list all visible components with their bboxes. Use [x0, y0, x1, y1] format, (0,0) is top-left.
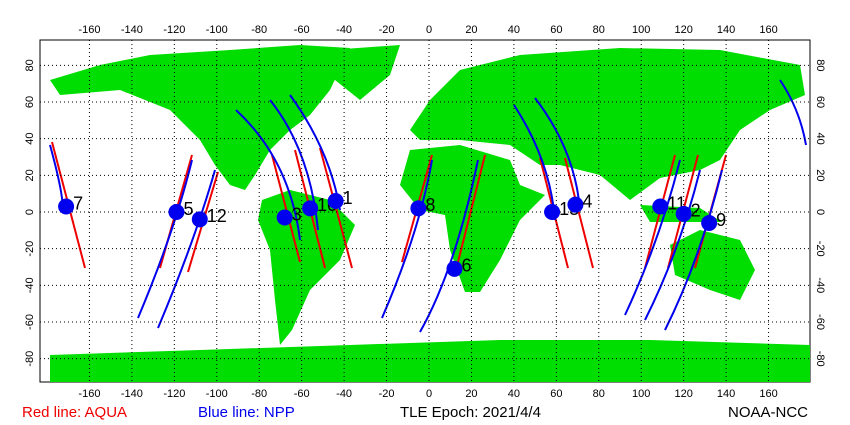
- lon-tick-label: 100: [632, 388, 650, 400]
- lat-tick-label: -60: [24, 314, 36, 330]
- satellite-marker: [302, 200, 319, 217]
- epoch: TLE Epoch: 2021/4/4: [400, 404, 541, 421]
- lon-tick-label: -80: [251, 388, 267, 400]
- lon-tick-label: 80: [593, 388, 605, 400]
- lon-tick-label: 120: [674, 24, 692, 36]
- lon-tick-label: -160: [78, 388, 100, 400]
- lat-tick-label: -60: [814, 314, 826, 330]
- lat-tick-label: 20: [24, 169, 36, 181]
- lon-tick-label: -100: [206, 388, 228, 400]
- lon-tick-label: -120: [163, 388, 185, 400]
- lon-tick-label: 60: [550, 388, 562, 400]
- satellite-label: 8: [425, 195, 435, 215]
- lat-tick-label: -80: [24, 351, 36, 367]
- lat-tick-label: 40: [24, 133, 36, 145]
- lat-tick-label: 20: [814, 169, 826, 181]
- lat-tick-label: 40: [814, 133, 826, 145]
- lon-tick-label: -20: [379, 24, 395, 36]
- lon-tick-label: -160: [78, 24, 100, 36]
- satellite-marker: [567, 196, 584, 213]
- lon-tick-label: -40: [336, 388, 352, 400]
- satellite-marker: [675, 205, 692, 222]
- lon-tick-label: -100: [206, 24, 228, 36]
- lon-tick-label: 40: [508, 24, 520, 36]
- lon-tick-label: 20: [465, 388, 477, 400]
- satellite-label: 7: [73, 193, 83, 213]
- lat-tick-label: -40: [24, 277, 36, 293]
- lon-tick-label: 140: [717, 24, 735, 36]
- lon-tick-label: 0: [426, 24, 432, 36]
- lon-tick-label: 80: [593, 24, 605, 36]
- satellite-marker: [701, 215, 718, 231]
- lon-tick-label: 60: [550, 24, 562, 36]
- lon-tick-label: -120: [163, 24, 185, 36]
- lon-tick-label: 0: [426, 388, 432, 400]
- satellite-label: 12: [207, 206, 227, 226]
- satellite-label: 4: [582, 191, 592, 211]
- satellite-marker: [276, 209, 293, 226]
- satellite-label: 6: [461, 256, 471, 276]
- lat-tick-label: 60: [814, 96, 826, 108]
- lon-tick-label: -140: [121, 388, 143, 400]
- lon-tick-label: -20: [379, 388, 395, 400]
- lon-tick-label: 100: [632, 24, 650, 36]
- satellite-marker: [168, 204, 185, 220]
- land: [50, 45, 810, 382]
- lon-tick-label: 120: [674, 388, 692, 400]
- lat-tick-label: 80: [24, 59, 36, 71]
- lon-tick-label: 160: [759, 24, 777, 36]
- lat-tick-label: 60: [24, 96, 36, 108]
- lon-tick-label: -140: [121, 24, 143, 36]
- satellite-marker: [410, 200, 427, 217]
- npp-legend: Blue line: NPP: [198, 404, 295, 421]
- satellite-label: 2: [691, 201, 701, 221]
- lat-tick-label: -80: [814, 351, 826, 367]
- satellite-label: 3: [292, 204, 302, 224]
- lon-tick-label: 40: [508, 388, 520, 400]
- lat-tick-label: 0: [24, 209, 36, 215]
- lat-tick-label: -40: [814, 277, 826, 293]
- satellites: 75123101861341129: [58, 188, 726, 277]
- lat-tick-label: 0: [814, 209, 826, 215]
- satellite-marker: [544, 204, 561, 220]
- lon-tick-label: 20: [465, 24, 477, 36]
- source: NOAA-NCC: [728, 404, 808, 421]
- lon-tick-label: -60: [294, 24, 310, 36]
- lon-tick-label: -80: [251, 24, 267, 36]
- lat-tick-label: 80: [814, 59, 826, 71]
- satellite-label: 5: [183, 199, 193, 219]
- satellite-marker: [652, 198, 669, 215]
- lon-tick-label: 140: [717, 388, 735, 400]
- satellite-label: 1: [343, 188, 353, 208]
- satellite-marker: [58, 198, 75, 215]
- satellite-marker: [191, 211, 208, 228]
- lon-tick-label: -60: [294, 388, 310, 400]
- grid: -160 -160 -140 -140 -120 -120 -100 -100 -80 -80 -6…: [24, 24, 826, 400]
- lon-tick-label: 160: [759, 388, 777, 400]
- lat-tick-label: -20: [814, 241, 826, 257]
- satellite-marker: [446, 260, 463, 277]
- lon-tick-label: -40: [336, 24, 352, 36]
- satellite-marker: [327, 193, 344, 209]
- satellite-label: 9: [716, 210, 726, 230]
- lat-tick-label: -20: [24, 241, 36, 257]
- aqua-legend: Red line: AQUA: [22, 404, 127, 421]
